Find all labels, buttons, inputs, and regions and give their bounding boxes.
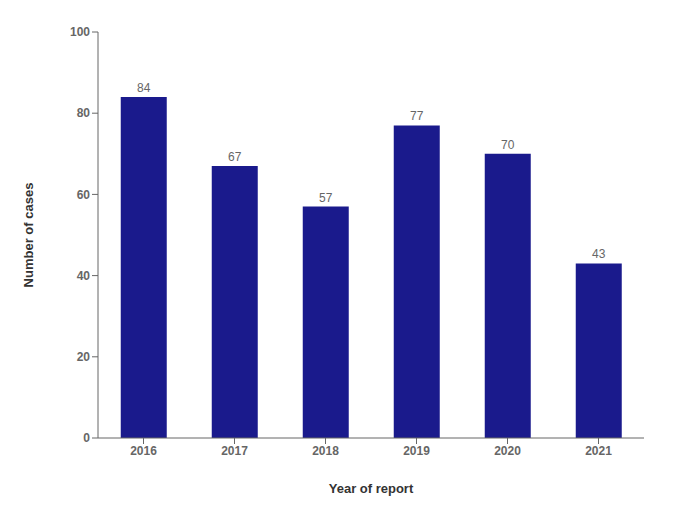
svg-text:84: 84 <box>137 81 151 95</box>
svg-text:77: 77 <box>410 109 424 123</box>
svg-text:100: 100 <box>70 25 90 39</box>
svg-text:20: 20 <box>77 350 91 364</box>
svg-text:80: 80 <box>77 106 91 120</box>
svg-text:60: 60 <box>77 188 91 202</box>
svg-text:2018: 2018 <box>312 444 339 458</box>
svg-text:2016: 2016 <box>130 444 157 458</box>
svg-text:2021: 2021 <box>585 444 612 458</box>
svg-text:40: 40 <box>77 269 91 283</box>
svg-text:2019: 2019 <box>403 444 430 458</box>
svg-text:0: 0 <box>83 431 90 445</box>
svg-text:Year of report: Year of report <box>329 481 414 496</box>
svg-text:2017: 2017 <box>221 444 248 458</box>
svg-text:2020: 2020 <box>494 444 521 458</box>
svg-text:43: 43 <box>592 247 606 261</box>
svg-text:57: 57 <box>319 191 333 205</box>
svg-text:67: 67 <box>228 150 242 164</box>
svg-text:70: 70 <box>501 138 515 152</box>
svg-text:Number of cases: Number of cases <box>21 183 36 288</box>
